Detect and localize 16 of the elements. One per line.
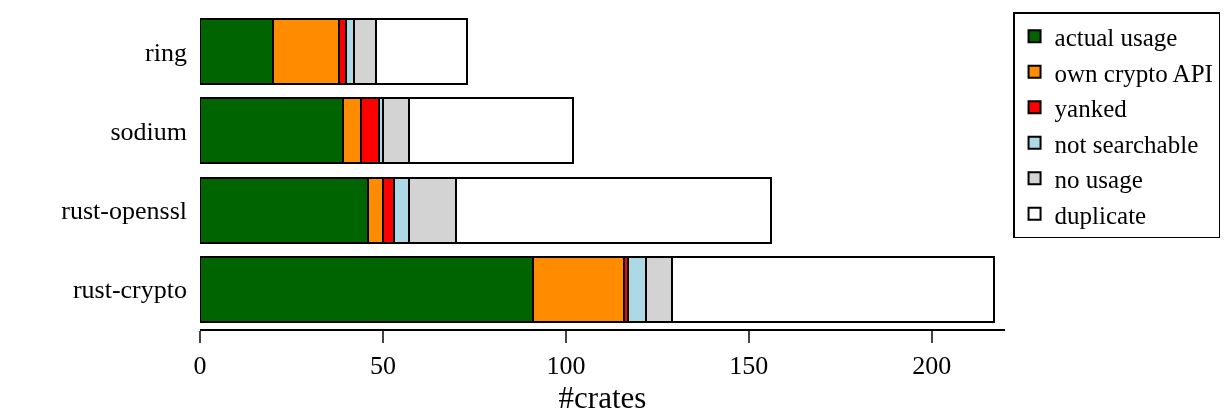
x-tick-label: 100 bbox=[546, 350, 586, 380]
legend-label: not searchable bbox=[1054, 130, 1199, 158]
legend-label: own crypto API bbox=[1054, 59, 1213, 87]
x-axis-title: #crates bbox=[558, 379, 647, 415]
x-tick-label: 150 bbox=[729, 350, 769, 380]
x-tick-label: 50 bbox=[369, 350, 396, 380]
legend-label: no usage bbox=[1054, 166, 1143, 193]
y-tick-label: sodium bbox=[110, 116, 187, 146]
legend-label: actual usage bbox=[1054, 24, 1178, 51]
legend-label: yanked bbox=[1054, 95, 1128, 122]
y-tick-label: rust-crypto bbox=[72, 275, 187, 305]
y-tick-label: ring bbox=[145, 37, 187, 67]
x-tick-label: 200 bbox=[912, 350, 952, 380]
legend-label: duplicate bbox=[1054, 201, 1147, 229]
x-tick-label: 0 bbox=[193, 350, 207, 380]
y-tick-label: rust-openssl bbox=[61, 196, 187, 226]
